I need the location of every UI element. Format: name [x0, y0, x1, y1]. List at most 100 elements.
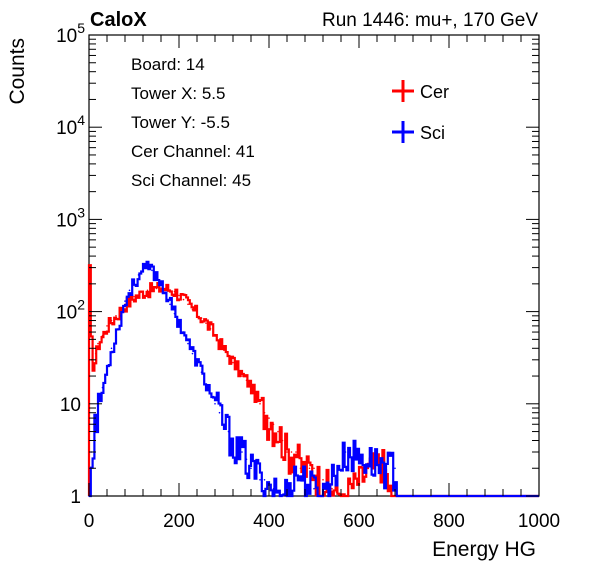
series-cer-point	[286, 451, 288, 453]
series-sci-point	[119, 315, 122, 317]
y-tick-label: 10	[60, 395, 81, 416]
series-cer-point	[214, 334, 216, 337]
series-sci-point	[304, 478, 306, 481]
series-sci-point	[277, 491, 279, 493]
x-tick-label: 800	[433, 511, 465, 532]
series-sci-point	[178, 322, 180, 324]
y-tick-label: 1	[70, 487, 81, 508]
series-sci-point	[191, 352, 194, 355]
series-sci-point	[344, 451, 347, 453]
series-cer-point	[173, 290, 176, 293]
series-sci-point	[97, 407, 99, 409]
series-sci-point	[133, 281, 135, 283]
series-cer-point	[142, 290, 144, 293]
series-cer-point	[245, 379, 248, 382]
series-cer-point	[227, 355, 230, 357]
series-sci-point	[128, 289, 131, 292]
info-line-tower-x: Tower X: 5.5	[131, 84, 226, 103]
y-tick-label: 105	[56, 20, 85, 47]
legend-label-cer: Cer	[420, 82, 449, 102]
plot-frame	[88, 34, 540, 497]
series-sci-point	[137, 274, 140, 276]
series-sci-point	[218, 411, 221, 414]
series-sci-point	[245, 458, 248, 461]
brand-label: CaloX	[90, 9, 147, 31]
y-tick-label: 103	[56, 204, 85, 231]
x-tick-label: 200	[163, 511, 195, 532]
series-cer-point	[209, 328, 212, 330]
y-tick-label: 104	[56, 112, 85, 139]
series-cer-point	[160, 287, 162, 289]
series-cer-point	[308, 467, 311, 470]
series-sci-point	[241, 451, 243, 453]
series-cer-point	[317, 478, 320, 481]
series-cer-point	[128, 300, 131, 302]
series-cer-point	[263, 411, 266, 414]
series-cer-point	[322, 478, 324, 481]
series-cer-point	[151, 288, 153, 290]
series-sci-point	[124, 300, 126, 302]
series-sci-point	[263, 478, 266, 481]
x-tick-label: 400	[253, 511, 285, 532]
series-sci-point	[259, 478, 261, 481]
series-cer-point	[94, 352, 97, 355]
series-cer-point	[133, 295, 135, 298]
x-tick-label: 600	[343, 511, 375, 532]
info-line-board: Board: 14	[131, 55, 205, 74]
series-cer-point	[200, 317, 203, 319]
series-cer-point	[205, 322, 207, 324]
series-sci-point	[169, 303, 171, 306]
series-sci-point	[272, 487, 275, 490]
series-sci-point	[196, 361, 198, 364]
series-sci-point	[205, 384, 207, 386]
series-sci-point	[313, 487, 315, 490]
series-sci-point	[281, 495, 284, 497]
series-sci-point	[254, 467, 257, 470]
series-sci-point	[209, 392, 212, 395]
info-line-tower-y: Tower Y: -5.5	[131, 113, 230, 132]
series-cer-point	[295, 451, 297, 453]
series-sci-point	[173, 312, 176, 315]
series-cer-point	[92, 366, 95, 368]
series-cer-point	[155, 287, 158, 290]
series-cer-point	[88, 269, 90, 272]
series-cer-point	[106, 325, 108, 327]
x-axis-title: Energy HG	[432, 538, 536, 561]
legend-entry-cer: Cer	[392, 80, 449, 102]
series-cer-point	[290, 451, 293, 453]
series-layer	[87, 260, 539, 498]
series-cer-point	[241, 375, 243, 377]
series-cer-point	[101, 334, 104, 337]
series-cer-point	[254, 395, 257, 398]
series-cer-point	[196, 312, 198, 315]
axis-layer: 0 200 400 600 800 1000 1 10 102 103 104 105	[56, 20, 560, 532]
series-sci-point	[227, 430, 230, 433]
series-cer-point	[299, 467, 302, 470]
series-sci-histogram	[89, 260, 539, 498]
info-box: Board: 14 Tower X: 5.5 Tower Y: -5.5 Cer…	[131, 55, 255, 190]
series-cer-point	[389, 495, 392, 497]
series-sci-point	[106, 366, 108, 368]
series-cer-point	[169, 289, 171, 291]
series-cer-point	[115, 315, 117, 317]
legend-entry-sci: Sci	[392, 121, 445, 143]
series-cer-point	[97, 342, 99, 345]
series-cer-point	[268, 417, 270, 419]
series-cer-point	[313, 467, 315, 470]
series-sci-point	[295, 471, 297, 474]
series-sci-point	[151, 269, 153, 272]
series-cer-point	[223, 349, 225, 352]
series-cer-point	[277, 430, 279, 433]
series-cer-point	[259, 403, 261, 405]
legend-label-sci: Sci	[420, 123, 445, 143]
series-sci-point	[232, 439, 234, 442]
series-cer-point	[119, 308, 122, 311]
series-sci-point	[236, 451, 239, 453]
y-tick-label: 102	[56, 297, 85, 324]
series-cer-point	[191, 308, 194, 311]
series-sci-point	[146, 266, 149, 269]
series-cer-point	[335, 491, 338, 493]
series-cer-histogram	[87, 264, 539, 498]
series-sci-point	[250, 467, 252, 470]
